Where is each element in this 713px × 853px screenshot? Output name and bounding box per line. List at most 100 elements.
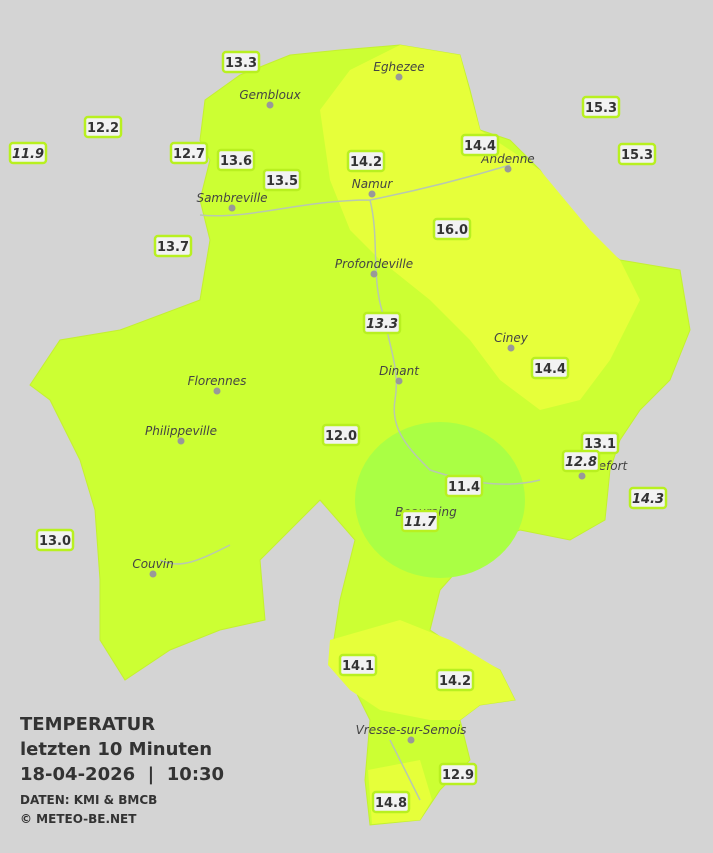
- station-value: 13.5: [266, 174, 298, 189]
- city-dot: [395, 377, 403, 385]
- station-box: [8, 141, 48, 165]
- station-value: 11.4: [448, 480, 480, 495]
- station-box: [581, 95, 621, 119]
- city-dot: [370, 270, 378, 278]
- river: [159, 164, 541, 801]
- warm-zone: [328, 620, 515, 720]
- station: 14.4: [530, 356, 570, 380]
- station-box: [561, 449, 601, 473]
- city-label: Florennes: [188, 374, 247, 388]
- station-box: [460, 133, 500, 157]
- station-value: 13.7: [157, 240, 189, 255]
- station: 14.4: [460, 133, 500, 157]
- station-value: 13.3: [225, 56, 257, 71]
- station: 14.2: [346, 149, 386, 173]
- station: 14.2: [435, 668, 475, 692]
- station: 13.6: [216, 148, 256, 172]
- station-value: 14.2: [439, 674, 471, 689]
- station-box: [338, 653, 378, 677]
- station-value: 13.1: [584, 437, 616, 452]
- station-value: 14.3: [632, 492, 664, 507]
- station: 12.2: [83, 115, 123, 139]
- station: 11.9: [8, 141, 48, 165]
- city-dot: [228, 204, 236, 212]
- station-box: [617, 142, 657, 166]
- city-dot: [578, 472, 586, 480]
- station-box: [35, 528, 75, 552]
- city-dot: [504, 165, 512, 173]
- station: 13.3: [221, 50, 261, 74]
- station: 13.7: [153, 234, 193, 258]
- station-value: 15.3: [585, 101, 617, 116]
- station-box: [438, 762, 478, 786]
- station: 15.3: [581, 95, 621, 119]
- station: 12.7: [169, 141, 209, 165]
- station: 12.0: [321, 423, 361, 447]
- station-value: 14.4: [464, 139, 496, 154]
- copyright: © METEO-BE.NET: [20, 812, 137, 826]
- station-value: 12.2: [87, 121, 119, 136]
- station-value: 16.0: [436, 223, 468, 238]
- warm-zone: [320, 45, 640, 410]
- title-block: TEMPERATUR letzten 10 Minuten 18-04-2026…: [20, 714, 224, 826]
- station-box: [169, 141, 209, 165]
- station: 13.5: [262, 168, 302, 192]
- station-box: [83, 115, 123, 139]
- title: TEMPERATUR: [20, 714, 155, 735]
- station-value: 13.3: [366, 317, 398, 332]
- subtitle: letzten 10 Minuten: [20, 739, 212, 760]
- station-value: 12.0: [325, 429, 357, 444]
- station-value: 12.7: [173, 147, 205, 162]
- city-dot: [149, 570, 157, 578]
- station-box: [400, 509, 440, 533]
- station-box: [362, 311, 402, 335]
- city-dot: [507, 344, 515, 352]
- city-label: Dinant: [379, 364, 420, 378]
- station: 14.3: [628, 486, 668, 510]
- station-value: 12.9: [442, 768, 474, 783]
- cool-zone: [355, 422, 525, 578]
- station-value: 13.6: [220, 154, 252, 169]
- station: 16.0: [432, 217, 472, 241]
- station: 15.3: [617, 142, 657, 166]
- city-label: Philippeville: [145, 424, 217, 438]
- city-label: Ciney: [494, 331, 529, 345]
- station-value: 14.4: [534, 362, 566, 377]
- station-box: [371, 790, 411, 814]
- city-dot: [407, 736, 415, 744]
- station-value: 14.1: [342, 659, 374, 674]
- station-box: [435, 668, 475, 692]
- station-box: [530, 356, 570, 380]
- station-box: [346, 149, 386, 173]
- city-label: Profondeville: [335, 257, 413, 271]
- station-box: [262, 168, 302, 192]
- station-box: [628, 486, 668, 510]
- station-value: 15.3: [621, 148, 653, 163]
- city-label: Namur: [352, 177, 394, 191]
- station: 14.1: [338, 653, 378, 677]
- station-value: 11.9: [12, 147, 44, 162]
- station-box: [221, 50, 261, 74]
- city-dot: [368, 190, 376, 198]
- station-value: 12.8: [565, 455, 597, 470]
- source: DATEN: KMI & BMCB: [20, 793, 157, 807]
- station-value: 13.0: [39, 534, 71, 549]
- city-dot: [395, 73, 403, 81]
- station: 13.3: [362, 311, 402, 335]
- city-label: Gembloux: [239, 88, 301, 102]
- station-box: [153, 234, 193, 258]
- city-dot: [266, 101, 274, 109]
- date-time: 18-04-2026 | 10:30: [20, 764, 224, 785]
- station: 12.9: [438, 762, 478, 786]
- station-box: [432, 217, 472, 241]
- station-value: 11.7: [404, 515, 437, 530]
- city-label: Eghezee: [373, 60, 424, 74]
- city-label: Sambreville: [196, 191, 267, 205]
- station: 12.8: [561, 449, 601, 473]
- station-box: [216, 148, 256, 172]
- station: 14.8: [371, 790, 411, 814]
- station-value: 14.8: [375, 796, 407, 811]
- city-label: Couvin: [132, 557, 173, 571]
- city-dot: [213, 387, 221, 395]
